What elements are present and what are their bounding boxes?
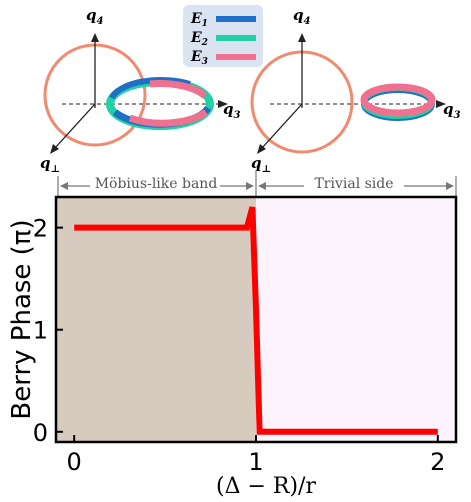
berry-phase-line [74,206,438,435]
plot-area: 0 1 2 0 1 2 Berry Phase (π) (Δ − R)/r [7,195,458,499]
legend-label: E3 [190,49,208,67]
region-right-background [256,197,456,442]
y-axis-label: Berry Phase (π) [7,219,37,419]
mobius-band-e1 [109,76,191,100]
x-tick-label: 2 [430,448,445,476]
right-qp-label: q⊥ [251,154,271,175]
y-tick-label: 2 [33,215,48,243]
region-right-label: Trivial side [314,176,393,192]
right-3d-panel: q4 q3 q⊥ [250,6,461,175]
x-tick-label: 1 [248,448,263,476]
left-q4-arrow [91,33,99,42]
left-q3-label: q3 [223,100,241,121]
y-tick-label: 0 [33,419,48,447]
left-qp-axis [54,103,96,149]
region-right-arrow-head-l [258,182,266,190]
left-q3-arrow [218,100,228,108]
region-right-label-bg [304,174,404,192]
right-q3-label: q3 [443,100,461,121]
x-tick-label: 0 [67,448,82,476]
right-qp-axis [261,103,303,149]
left-q4-label: q4 [86,6,104,27]
right-q4-label: q4 [293,6,311,27]
left-qp-label: q⊥ [40,154,60,175]
region-headers: Möbius-like band Trivial side [57,170,457,196]
right-q3-arrow [436,100,446,108]
region-left-label-bg [90,174,220,192]
legend-label: E2 [190,30,208,48]
region-left-arrow-head-l [60,182,68,190]
legend-label: E1 [190,11,208,29]
x-axis-label: (Δ − R)/r [216,474,316,499]
mobius-band-e3 [128,109,209,127]
region-right-arrow-head-r [446,182,454,190]
left-qp-arrow [50,144,59,154]
right-q4-arrow [298,33,306,42]
region-left-background [56,197,256,442]
trivial-ring-e3 [360,83,436,117]
left-3d-panel: q4 q3 q⊥ [40,6,241,175]
region-left-arrow-head-r [246,182,254,190]
mobius-band-e3-top [149,80,208,99]
right-qp-arrow [257,144,266,154]
region-left-label: Möbius-like band [95,176,218,192]
y-tick-label: 1 [33,317,48,345]
